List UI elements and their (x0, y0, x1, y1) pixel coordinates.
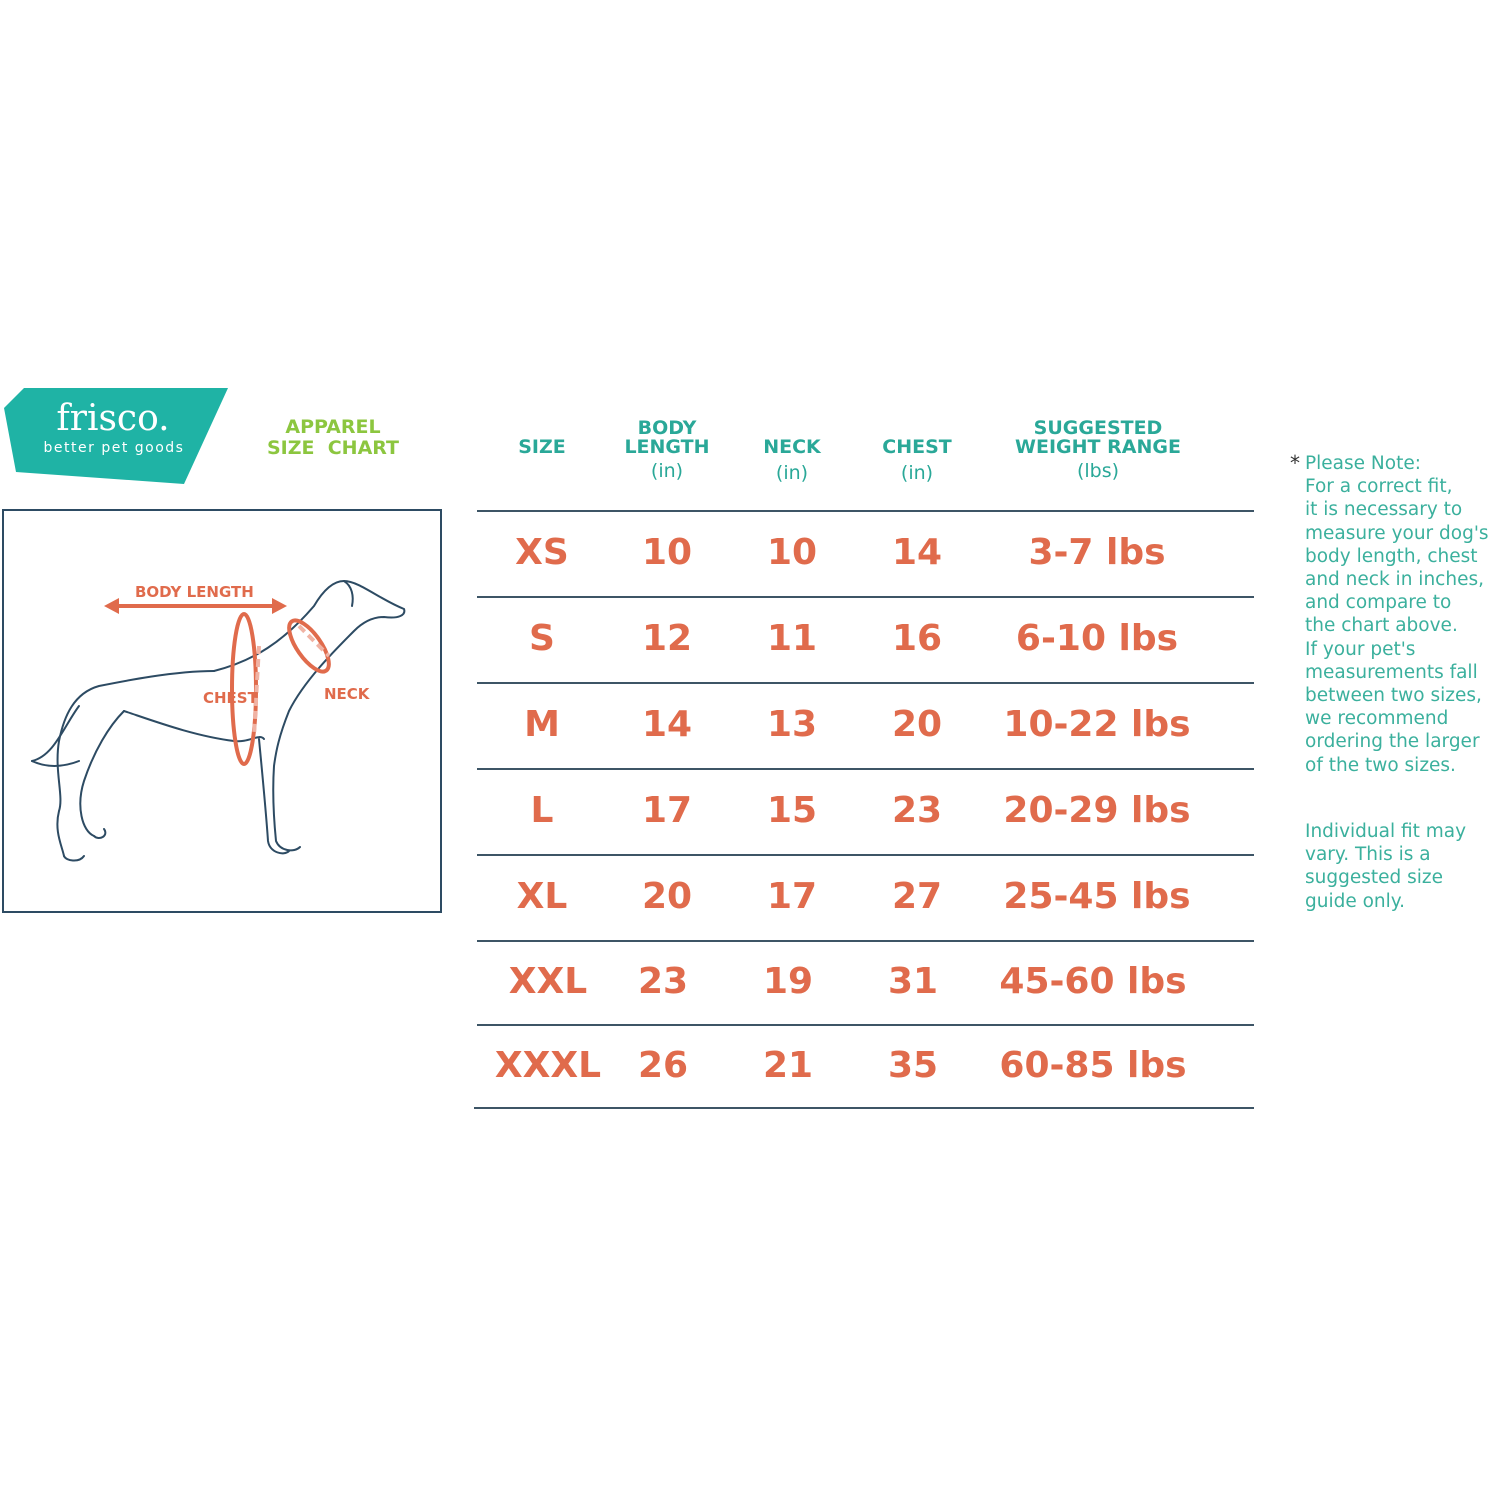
cell-weight-range: 10-22 lbs (1003, 704, 1191, 745)
note-line: For a correct fit, (1305, 476, 1453, 498)
cell-size: XL (516, 876, 568, 917)
label-body-length: BODY LENGTH (135, 583, 254, 601)
cell-weight-range: 3-7 lbs (1028, 532, 1166, 573)
row-divider (477, 940, 1254, 942)
note-line: of the two sizes. (1305, 754, 1456, 776)
row-divider (477, 768, 1254, 770)
note-line: body length, chest (1305, 545, 1478, 567)
row-divider (474, 1107, 1254, 1109)
cell-size: XXXL (494, 1044, 602, 1086)
cell-neck: 17 (766, 876, 818, 917)
disclaimer-line: Individual fit may (1305, 821, 1467, 842)
header-chest: CHEST (in) (882, 436, 952, 485)
cell-neck: 10 (766, 532, 818, 573)
note-line: Please Note: (1305, 453, 1421, 474)
note-line: measurements fall (1305, 661, 1478, 683)
cell-body-length: 17 (641, 790, 693, 831)
cell-chest: 14 (891, 532, 943, 573)
cell-chest: 35 (887, 1044, 939, 1086)
header-body-length: BODY LENGTH (in) (624, 417, 710, 483)
label-neck: NECK (324, 685, 371, 703)
cell-chest: 20 (891, 704, 943, 745)
row-divider (477, 682, 1254, 684)
header-neck: NECK (in) (763, 436, 821, 485)
cell-body-length: 23 (637, 961, 689, 1002)
cell-size: XS (515, 532, 569, 573)
chart-title: APPAREL SIZE CHART (258, 417, 408, 459)
fit-note: * Please Note: For a correct fit, it is ne… (1290, 451, 1500, 777)
cell-chest: 23 (891, 790, 943, 831)
cell-chest: 31 (887, 961, 939, 1002)
fit-disclaimer: Individual fit may vary. This is a suggest… (1305, 820, 1500, 913)
cell-weight-range: 45-60 lbs (999, 961, 1187, 1002)
brand-logo-name: frisco. (56, 398, 170, 439)
cell-weight-range: 6-10 lbs (1015, 618, 1179, 659)
row-divider (477, 596, 1254, 598)
note-line: ordering the larger (1305, 731, 1480, 753)
row-divider (477, 1024, 1254, 1026)
row-divider (477, 510, 1254, 512)
note-line: it is necessary to (1305, 499, 1463, 521)
note-line: and compare to (1305, 592, 1452, 614)
asterisk: * (1290, 451, 1300, 475)
disclaimer-line: suggested size (1305, 867, 1444, 889)
brand-logo-badge (4, 388, 228, 484)
note-line: If your pet's (1305, 638, 1416, 660)
cell-size: XXL (508, 961, 588, 1002)
cell-neck: 19 (762, 961, 814, 1002)
header-weight-range: SUGGESTED WEIGHT RANGE (lbs) (1015, 417, 1181, 483)
note-line: measure your dog's (1305, 522, 1489, 544)
label-chest: CHEST (203, 689, 259, 707)
note-line: and neck in inches, (1305, 569, 1484, 591)
note-line: between two sizes, (1305, 685, 1482, 707)
cell-body-length: 10 (641, 532, 693, 573)
dog-illustration: BODY LENGTH CHEST NECK (31, 579, 406, 862)
cell-neck: 21 (762, 1044, 814, 1086)
cell-chest: 27 (891, 876, 943, 917)
header-size: SIZE (518, 436, 566, 458)
cell-neck: 11 (766, 618, 818, 659)
cell-chest: 16 (891, 618, 943, 659)
cell-body-length: 26 (637, 1044, 689, 1086)
disclaimer-line: vary. This is a (1305, 844, 1431, 866)
disclaimer-line: guide only. (1305, 890, 1405, 912)
cell-neck: 15 (766, 790, 818, 831)
cell-neck: 13 (766, 704, 818, 745)
row-divider (477, 854, 1254, 856)
cell-body-length: 12 (641, 618, 693, 659)
cell-weight-range: 60-85 lbs (999, 1044, 1187, 1086)
measurement-diagram: BODY LENGTH CHEST NECK (2, 509, 442, 913)
cell-size: M (524, 704, 560, 745)
note-line: the chart above. (1305, 615, 1458, 637)
cell-weight-range: 25-45 lbs (1003, 876, 1191, 917)
cell-size: S (529, 618, 555, 659)
cell-body-length: 14 (641, 704, 693, 745)
title-line-2: SIZE CHART (266, 437, 400, 459)
cell-body-length: 20 (641, 876, 693, 917)
brand-tagline: better pet goods (43, 440, 185, 456)
title-line-1: APPAREL (285, 416, 381, 438)
note-line: we recommend (1305, 708, 1449, 730)
cell-size: L (530, 790, 554, 831)
cell-weight-range: 20-29 lbs (1003, 790, 1191, 831)
